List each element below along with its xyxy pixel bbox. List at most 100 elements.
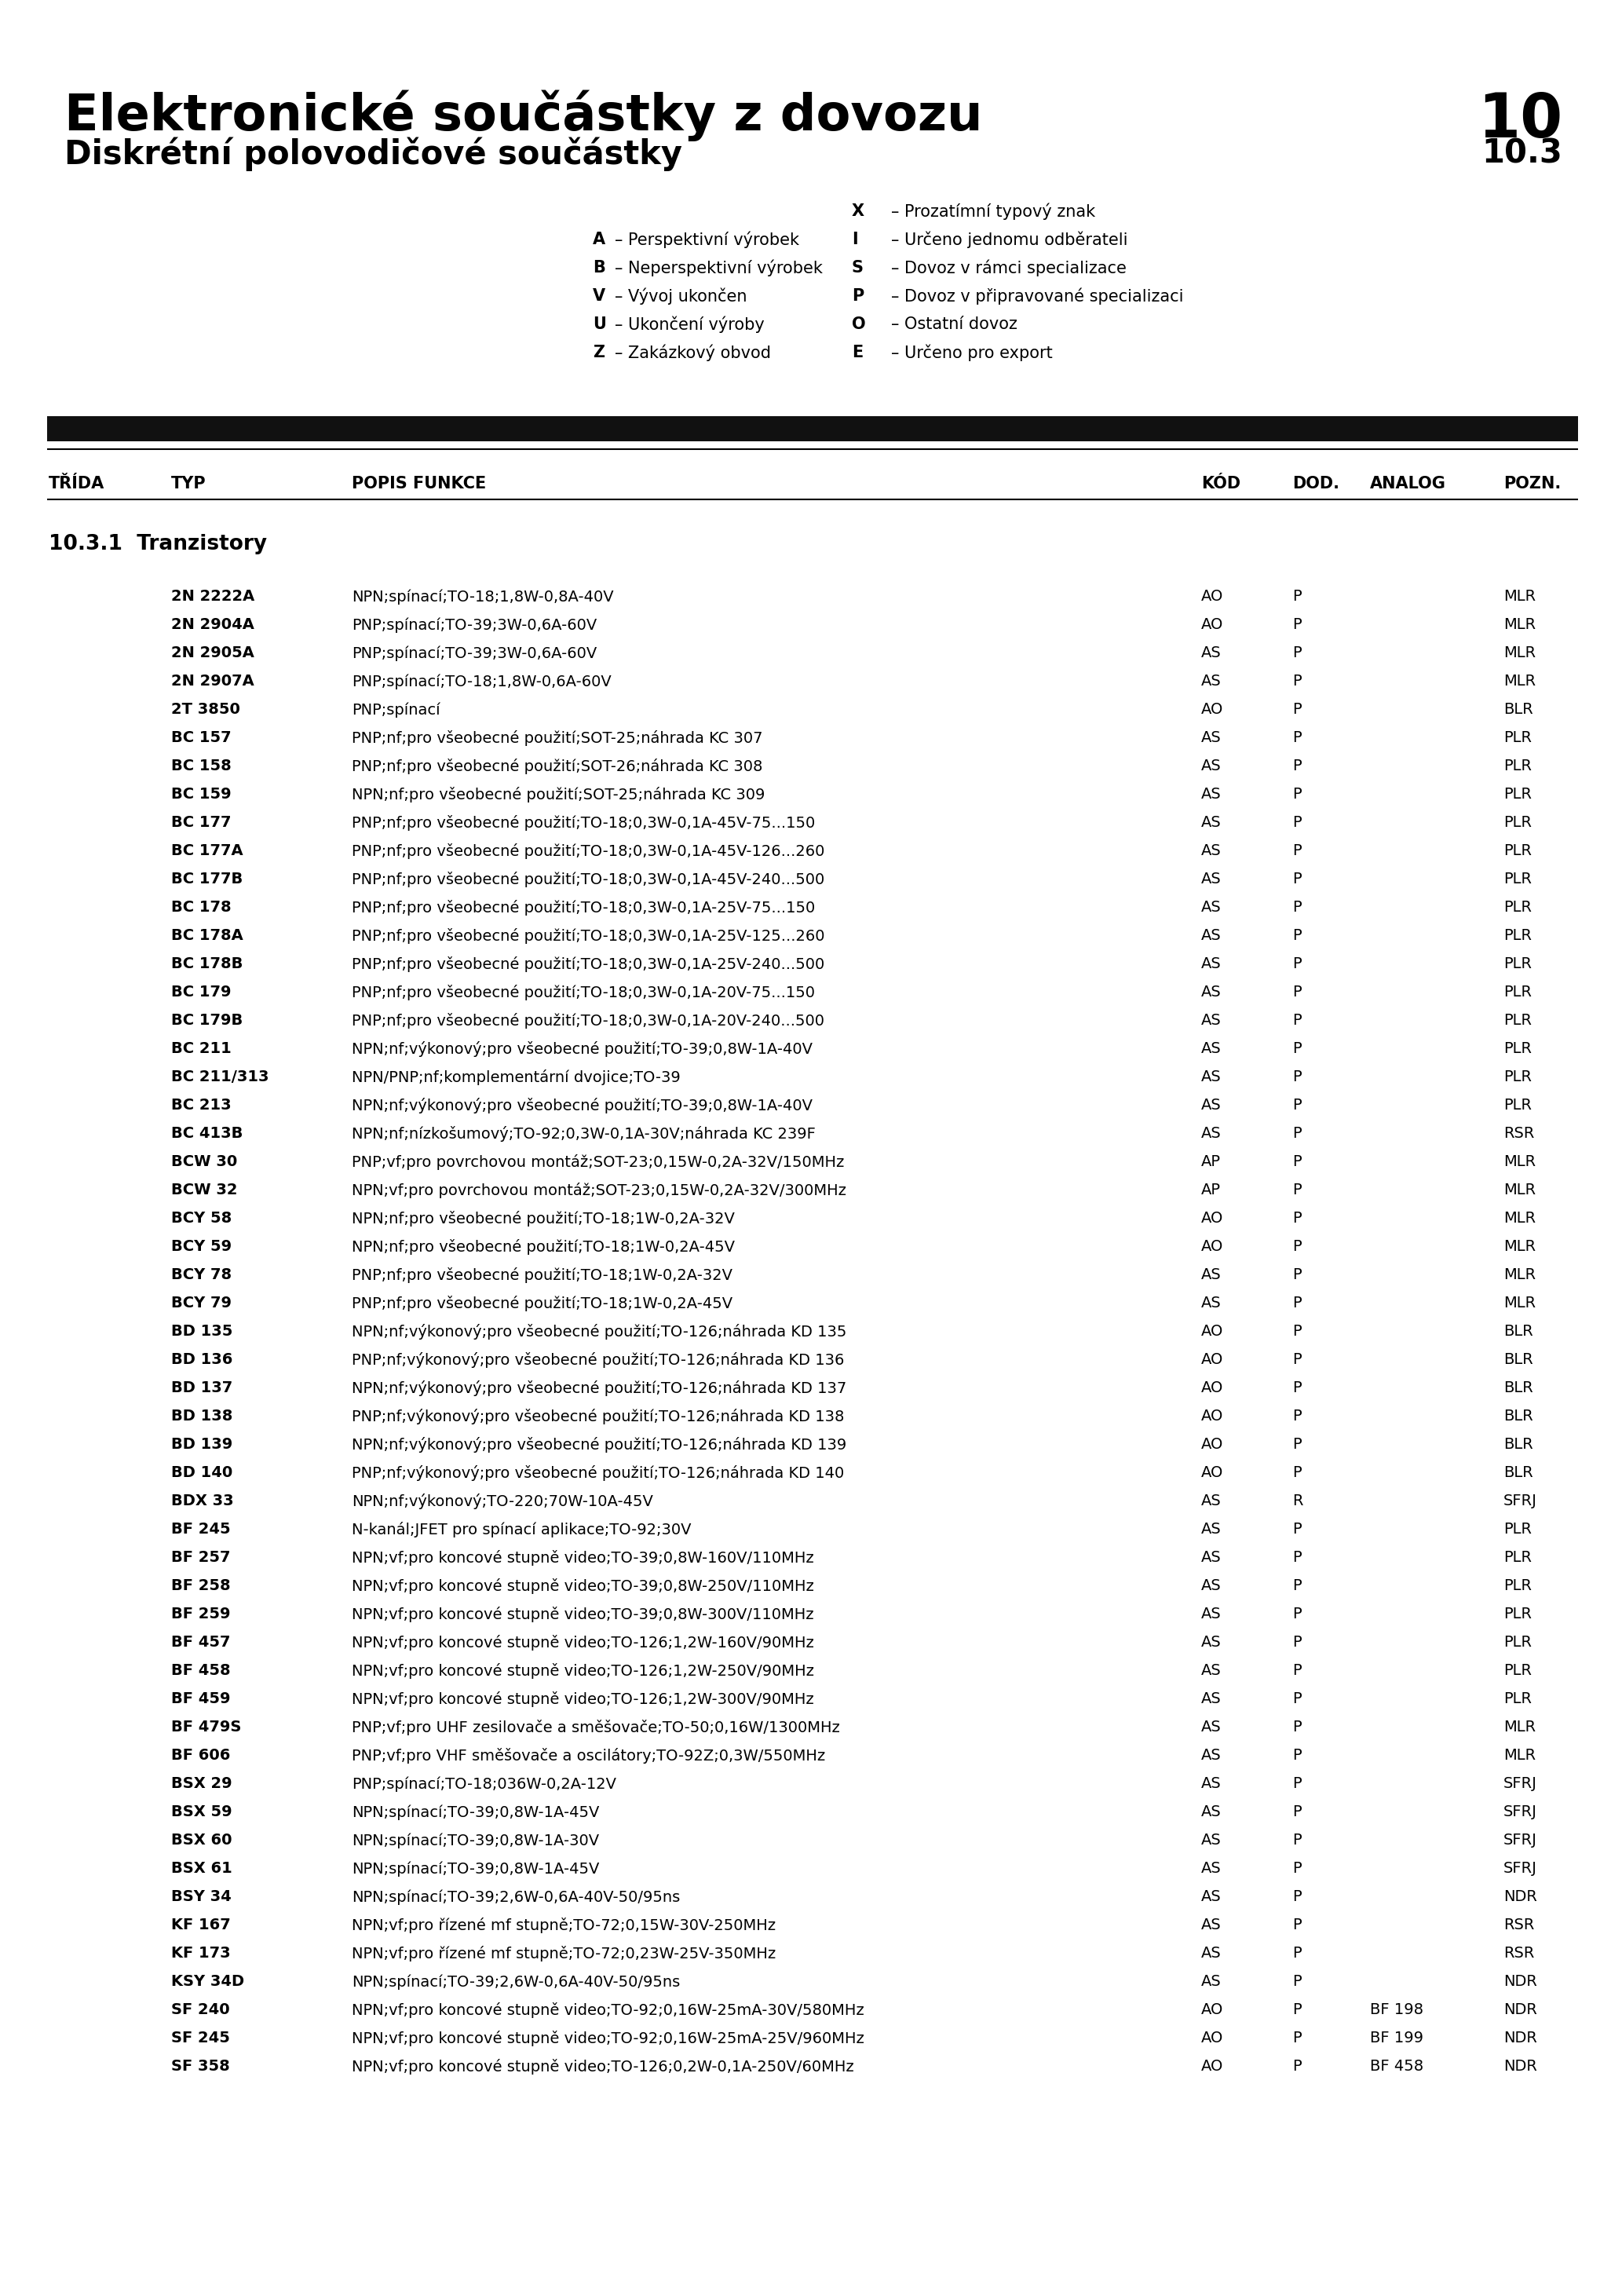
Text: SFRJ: SFRJ (1504, 1777, 1538, 1791)
Text: BF 458: BF 458 (1371, 2060, 1424, 2073)
Text: NDR: NDR (1504, 2002, 1538, 2018)
Text: AS: AS (1202, 1635, 1221, 1651)
Text: BSX 59: BSX 59 (172, 1805, 232, 1818)
Text: BC 159: BC 159 (172, 788, 232, 801)
Text: BC 177: BC 177 (172, 815, 232, 829)
Text: MLR: MLR (1504, 1267, 1536, 1281)
Text: P: P (1293, 1240, 1301, 1254)
Text: AO: AO (1202, 703, 1223, 716)
Text: AS: AS (1202, 1295, 1221, 1311)
Text: AS: AS (1202, 1747, 1221, 1763)
Text: BLR: BLR (1504, 1465, 1533, 1481)
Text: P: P (1293, 843, 1301, 859)
Text: AP: AP (1202, 1155, 1221, 1169)
Text: SF 245: SF 245 (172, 2030, 230, 2046)
Text: PLR: PLR (1504, 815, 1531, 829)
Text: PNP;nf;pro všeobecné použití;TO-18;0,3W-0,1A-20V-240...500: PNP;nf;pro všeobecné použití;TO-18;0,3W-… (352, 1013, 824, 1029)
Text: BD 138: BD 138 (172, 1410, 232, 1424)
Text: P: P (1293, 1410, 1301, 1424)
Text: NDR: NDR (1504, 1890, 1538, 1903)
Text: P: P (1293, 900, 1301, 914)
Text: BC 413B: BC 413B (172, 1125, 243, 1141)
Text: BSY 34: BSY 34 (172, 1890, 232, 1903)
Text: MLR: MLR (1504, 1155, 1536, 1169)
Text: AS: AS (1202, 957, 1221, 971)
Text: SFRJ: SFRJ (1504, 1492, 1538, 1508)
Text: – Určeno pro export: – Určeno pro export (890, 344, 1053, 360)
Text: P: P (1293, 1465, 1301, 1481)
Text: SF 358: SF 358 (172, 2060, 230, 2073)
Text: P: P (1293, 1832, 1301, 1848)
Text: NPN;vf;pro koncové stupně video;TO-39;0,8W-160V/110MHz: NPN;vf;pro koncové stupně video;TO-39;0,… (352, 1550, 814, 1566)
Text: BLR: BLR (1504, 1380, 1533, 1396)
Text: NPN;vf;pro koncové stupně video;TO-126;1,2W-160V/90MHz: NPN;vf;pro koncové stupně video;TO-126;1… (352, 1635, 814, 1651)
Text: P: P (1293, 1437, 1301, 1451)
Text: MLR: MLR (1504, 1720, 1536, 1733)
Text: P: P (1293, 815, 1301, 829)
Text: Diskrétní polovodičové součástky: Diskrétní polovodičové součástky (65, 138, 683, 172)
Text: AS: AS (1202, 645, 1221, 661)
Text: PNP;spínací;TO-39;3W-0,6A-60V: PNP;spínací;TO-39;3W-0,6A-60V (352, 645, 597, 661)
Text: 2N 2904A: 2N 2904A (172, 618, 255, 631)
Text: PLR: PLR (1504, 758, 1531, 774)
Text: P: P (1293, 2060, 1301, 2073)
Text: BLR: BLR (1504, 1437, 1533, 1451)
Text: AO: AO (1202, 618, 1223, 631)
Text: AS: AS (1202, 1890, 1221, 1903)
Text: P: P (1293, 618, 1301, 631)
Text: AS: AS (1202, 1097, 1221, 1114)
Text: – Zakázkový obvod: – Zakázkový obvod (615, 344, 770, 360)
Text: AP: AP (1202, 1182, 1221, 1199)
Text: BF 245: BF 245 (172, 1522, 230, 1536)
Text: NPN;nf;pro všeobecné použití;SOT-25;náhrada KC 309: NPN;nf;pro všeobecné použití;SOT-25;náhr… (352, 788, 766, 804)
Text: AS: AS (1202, 872, 1221, 886)
Text: TYP: TYP (172, 475, 206, 491)
Text: I: I (852, 232, 858, 248)
Text: AS: AS (1202, 1832, 1221, 1848)
Text: – Prozatímní typový znak: – Prozatímní typový znak (890, 204, 1095, 220)
Text: MLR: MLR (1504, 588, 1536, 604)
Text: PLR: PLR (1504, 843, 1531, 859)
Text: PNP;nf;pro všeobecné použití;TO-18;0,3W-0,1A-45V-240...500: PNP;nf;pro všeobecné použití;TO-18;0,3W-… (352, 872, 824, 886)
Text: O: O (852, 317, 866, 333)
Text: 2N 2907A: 2N 2907A (172, 673, 255, 689)
Text: NPN;nf;výkonový;pro všeobecné použití;TO-39;0,8W-1A-40V: NPN;nf;výkonový;pro všeobecné použití;TO… (352, 1097, 813, 1114)
Text: P: P (1293, 1040, 1301, 1056)
Text: P: P (1293, 1325, 1301, 1339)
Text: PNP;spínací;TO-18;1,8W-0,6A-60V: PNP;spínací;TO-18;1,8W-0,6A-60V (352, 673, 611, 689)
Text: AO: AO (1202, 588, 1223, 604)
Text: PNP;nf;pro všeobecné použití;TO-18;1W-0,2A-45V: PNP;nf;pro všeobecné použití;TO-18;1W-0,… (352, 1295, 733, 1311)
Text: AS: AS (1202, 1550, 1221, 1566)
Text: NPN;vf;pro koncové stupně video;TO-39;0,8W-250V/110MHz: NPN;vf;pro koncové stupně video;TO-39;0,… (352, 1577, 814, 1593)
Text: P: P (1293, 1975, 1301, 1988)
Text: PLR: PLR (1504, 985, 1531, 999)
Text: PLR: PLR (1504, 1662, 1531, 1678)
Text: TŘÍDA: TŘÍDA (49, 475, 104, 491)
Text: DOD.: DOD. (1293, 475, 1340, 491)
Text: PNP;nf;pro všeobecné použití;TO-18;0,3W-0,1A-20V-75...150: PNP;nf;pro všeobecné použití;TO-18;0,3W-… (352, 985, 814, 1001)
Text: NPN;vf;pro řízené mf stupně;TO-72;0,23W-25V-350MHz: NPN;vf;pro řízené mf stupně;TO-72;0,23W-… (352, 1945, 775, 1961)
Text: – Dovoz v rámci specializace: – Dovoz v rámci specializace (890, 259, 1127, 278)
Text: 2N 2222A: 2N 2222A (172, 588, 255, 604)
Text: P: P (1293, 957, 1301, 971)
Text: AS: AS (1202, 673, 1221, 689)
Text: BD 137: BD 137 (172, 1380, 232, 1396)
Text: P: P (1293, 1522, 1301, 1536)
Text: BC 211/313: BC 211/313 (172, 1070, 269, 1084)
Text: SF 240: SF 240 (172, 2002, 230, 2018)
Bar (47, 416, 1578, 441)
Text: NPN/PNP;nf;komplementární dvojice;TO-39: NPN/PNP;nf;komplementární dvojice;TO-39 (352, 1070, 681, 1086)
Text: 10.3.1  Tranzistory: 10.3.1 Tranzistory (49, 535, 268, 553)
Text: BF 258: BF 258 (172, 1577, 230, 1593)
Text: PNP;nf;pro všeobecné použití;TO-18;0,3W-0,1A-25V-240...500: PNP;nf;pro všeobecné použití;TO-18;0,3W-… (352, 957, 824, 971)
Text: NDR: NDR (1504, 1975, 1538, 1988)
Text: P: P (1293, 1125, 1301, 1141)
Text: BC 178B: BC 178B (172, 957, 243, 971)
Text: PLR: PLR (1504, 1070, 1531, 1084)
Text: AS: AS (1202, 758, 1221, 774)
Text: P: P (852, 289, 865, 303)
Text: AS: AS (1202, 1662, 1221, 1678)
Text: P: P (1293, 1862, 1301, 1876)
Text: AO: AO (1202, 1437, 1223, 1451)
Text: SFRJ: SFRJ (1504, 1805, 1538, 1818)
